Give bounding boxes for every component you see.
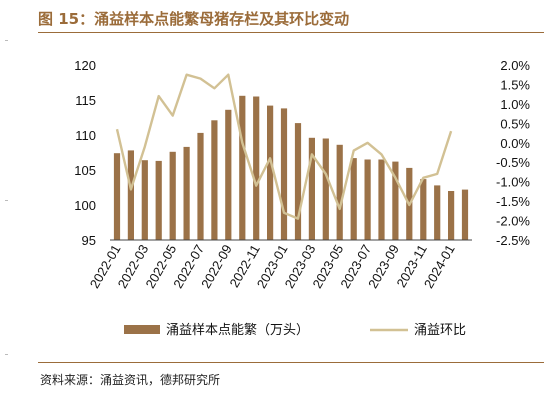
bar [169,151,176,240]
bar [378,159,385,240]
bar [225,109,232,240]
bar [211,120,218,240]
y-tick-label: 100 [74,198,96,213]
bar [322,138,329,240]
line-series [115,73,453,220]
source-rule [38,362,544,363]
bar [392,161,399,240]
y2-tick-label: 2.0% [500,58,530,73]
margin-tick [5,200,8,201]
y-tick-label: 105 [74,163,96,178]
y2-tick-label: -0.5% [496,155,530,170]
bar [197,132,204,240]
y-tick-label: 115 [75,93,96,108]
bar [253,96,260,240]
legend: 涌益样本点能繁（万头） 涌益环比 [124,322,466,338]
y2-tick-label: -1.0% [496,175,530,190]
bar [364,159,371,240]
y2-tick-label: -1.5% [496,194,530,209]
y2-axis-labels: 2.0% 1.5% 1.0% 0.5% 0.0% -0.5% -1.0% -1.5% -2.0%… [496,58,530,248]
y2-tick-label: 1.0% [500,97,530,112]
y2-tick-label: -2.0% [496,214,530,229]
y2-tick-label: 1.5% [500,77,530,92]
y2-tick-label: -2.5% [496,233,530,248]
bar [461,189,469,240]
bar [336,144,343,240]
bar [308,137,315,240]
bar [127,150,134,240]
y-tick-label: 120 [74,58,96,73]
bar [434,185,441,240]
y-tick-label: 110 [75,128,96,143]
x-axis-labels: 2022-012022-032022-052022-072022-092022-… [87,242,458,291]
line-path [115,73,453,220]
y2-tick-label: 0.0% [500,136,530,151]
bar [448,191,455,240]
y-axis-labels: 95 100 105 110 115 120 [74,58,96,248]
bar [113,153,121,240]
legend-line-label: 涌益环比 [414,323,466,338]
bar [350,158,357,240]
legend-bar-label: 涌益样本点能繁（万头） [166,322,309,338]
y2-tick-label: 0.5% [500,116,530,131]
y-tick-label: 95 [82,233,96,248]
bar [155,160,162,240]
bar [294,123,302,240]
bar [420,179,427,240]
source-note: 资料来源：涌益资讯，德邦研究所 [40,373,221,387]
margin-tick [5,354,8,355]
legend-bar-swatch [124,325,160,334]
bar [239,95,246,240]
title-rule [38,32,544,33]
bar [280,108,288,241]
bar [267,105,274,240]
chart-title: 图 15：涌益样本点能繁母猪存栏及其环比变动 [38,10,350,28]
bar-series [113,95,469,241]
bar [141,160,148,240]
margin-tick [5,40,8,41]
bar [183,146,190,240]
